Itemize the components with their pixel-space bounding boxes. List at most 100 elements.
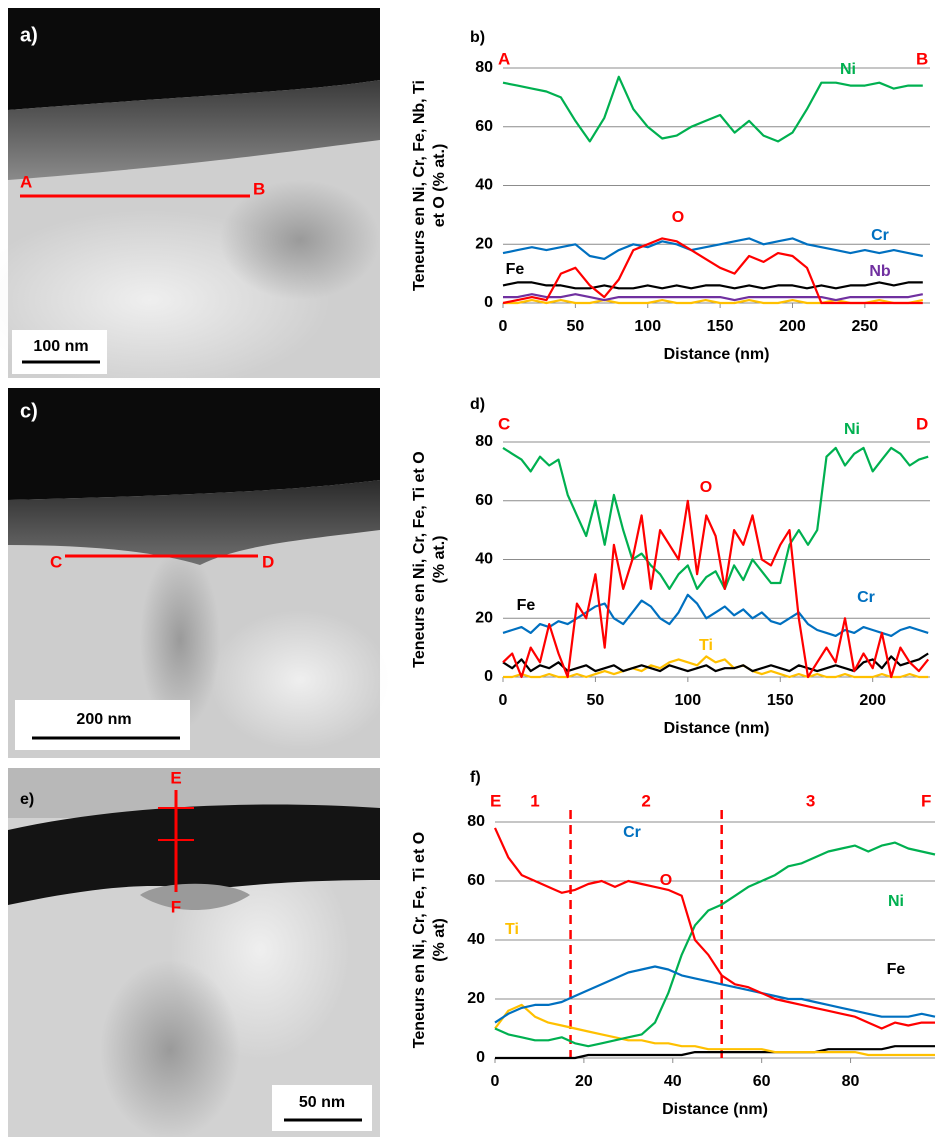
y-tick-label: 20 <box>467 990 485 1007</box>
x-tick-label: 80 <box>842 1073 860 1090</box>
x-axis-title: Distance (nm) <box>664 346 770 363</box>
y-tick-label: 20 <box>475 609 493 626</box>
series-line <box>502 237 923 305</box>
scale-bar-label: 50 nm <box>299 1094 345 1111</box>
y-axis-title: et O (% at.) <box>431 144 448 228</box>
series-line <box>502 75 923 143</box>
y-tick-label: 40 <box>475 177 493 194</box>
panel-label: e) <box>20 791 34 808</box>
series-label: Cr <box>871 227 889 244</box>
y-tick-label: 80 <box>475 433 493 450</box>
x-tick-label: 200 <box>859 692 886 709</box>
series-line <box>502 499 930 679</box>
series-label: Cr <box>623 824 641 841</box>
series-label: Nb <box>869 263 891 280</box>
panel-label: c) <box>20 400 38 422</box>
y-tick-label: 40 <box>475 551 493 568</box>
series-label: Ti <box>699 637 713 654</box>
series-line <box>502 237 924 260</box>
y-axis-title: Teneurs en Ni, Cr, Fe, Ti et O <box>411 832 428 1048</box>
series-line <box>494 841 936 1048</box>
chart: f) 0 20 40 60 80 0 20 40 60 80 Distance (nm) Teneurs… <box>411 769 936 1118</box>
x-axis-title: Distance (nm) <box>662 1101 768 1118</box>
x-tick-label: 50 <box>587 692 605 709</box>
panel-label: d) <box>470 396 485 413</box>
x-axis-title: Distance (nm) <box>664 720 770 737</box>
y-axis-title: Teneurs en Ni, Cr, Fe, Ti et O <box>411 451 428 667</box>
corner-label: F <box>921 791 931 810</box>
x-tick-label: 250 <box>852 318 879 335</box>
series-line <box>495 1045 935 1060</box>
panel-label: a) <box>20 24 38 46</box>
y-tick-label: 0 <box>484 668 493 685</box>
series-label: Fe <box>887 961 906 978</box>
panel-label: f) <box>470 769 481 786</box>
start-marker: C <box>50 552 62 571</box>
series-label: O <box>660 872 672 889</box>
x-tick-label: 200 <box>779 318 806 335</box>
zone-label: 1 <box>530 791 539 810</box>
x-tick-label: 150 <box>767 692 794 709</box>
corner-label: D <box>916 414 928 433</box>
y-tick-label: 80 <box>467 813 485 830</box>
series-label: O <box>672 209 684 226</box>
x-tick-label: 100 <box>634 318 661 335</box>
series-label: O <box>700 479 712 496</box>
y-tick-label: 0 <box>476 1049 485 1066</box>
y-axis-title: (% at) <box>431 918 448 962</box>
x-tick-label: 0 <box>499 318 508 335</box>
zone-label: 3 <box>806 791 815 810</box>
scale-bar-label: 200 nm <box>76 711 131 728</box>
end-marker: D <box>262 552 274 571</box>
micrograph-c: C D c) 200 nm <box>8 388 390 758</box>
series-label: Ni <box>840 61 856 78</box>
corner-label: A <box>498 49 510 68</box>
scale-bar-label: 100 nm <box>33 338 88 355</box>
y-tick-label: 40 <box>467 931 485 948</box>
series-line <box>494 965 936 1024</box>
series-line <box>502 446 929 590</box>
start-marker: A <box>20 172 32 191</box>
series-line <box>503 655 929 679</box>
y-axis-title: Teneurs en Ni, Cr, Fe, Nb, Ti <box>411 80 428 291</box>
series-label: Ni <box>888 893 904 910</box>
series-line <box>493 827 935 1030</box>
end-marker: B <box>253 179 265 198</box>
y-tick-label: 60 <box>475 118 493 135</box>
series-label: Ni <box>844 421 860 438</box>
zone-label: 2 <box>641 791 650 810</box>
x-tick-label: 0 <box>499 692 508 709</box>
corner-label: E <box>490 791 501 810</box>
y-tick-label: 60 <box>475 492 493 509</box>
y-axis-title: (% at.) <box>431 536 448 584</box>
corner-label: C <box>498 414 510 433</box>
series-label: Fe <box>506 261 525 278</box>
x-tick-label: 100 <box>674 692 701 709</box>
chart: d) 0 20 40 60 80 0 50 100 150 200 Distance (nm) Tene… <box>411 396 930 737</box>
start-marker: E <box>170 768 181 787</box>
corner-label: B <box>916 49 928 68</box>
x-tick-label: 40 <box>664 1073 682 1090</box>
series-line <box>503 293 924 302</box>
x-tick-label: 150 <box>707 318 734 335</box>
micrograph-a: A B a) 100 nm <box>0 8 380 390</box>
series-line <box>502 652 929 673</box>
series-label: Cr <box>857 589 875 606</box>
series-label: Fe <box>517 597 536 614</box>
series-label: Ti <box>505 921 519 938</box>
chart: b) 0 20 40 60 80 0 50 100 150 200 250 Distance (nm) T… <box>411 29 930 363</box>
end-marker: F <box>171 897 181 916</box>
x-tick-label: 50 <box>566 318 584 335</box>
series-line <box>502 281 923 290</box>
x-tick-label: 0 <box>491 1073 500 1090</box>
x-tick-label: 60 <box>753 1073 771 1090</box>
y-tick-label: 60 <box>467 872 485 889</box>
micrograph-e: E F e) 50 nm <box>8 768 380 1137</box>
x-tick-label: 20 <box>575 1073 593 1090</box>
y-tick-label: 0 <box>484 294 493 311</box>
panel-label: b) <box>470 29 485 46</box>
y-tick-label: 80 <box>475 59 493 76</box>
series-line <box>494 1003 935 1057</box>
y-tick-label: 20 <box>475 235 493 252</box>
